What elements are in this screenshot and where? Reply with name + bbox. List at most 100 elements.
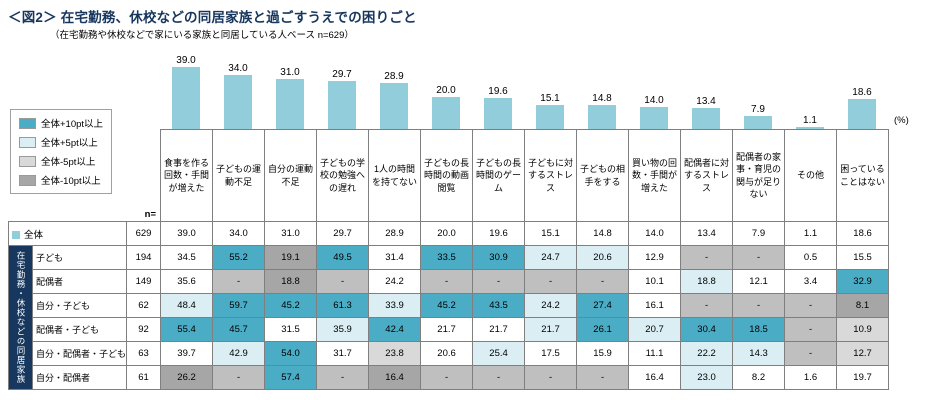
bar <box>380 82 408 129</box>
value-cell: - <box>316 365 370 390</box>
value-cell: 19.1 <box>264 245 318 270</box>
legend: 全体+10pt以上 全体+5pt以上全体-5pt以上 全体-10pt以上 <box>10 109 113 194</box>
bar-slot: 20.0 <box>420 45 472 129</box>
value-cell: 48.4 <box>160 293 214 318</box>
row-n: 62 <box>125 293 162 318</box>
bar <box>172 66 200 129</box>
value-cell: 26.2 <box>160 365 214 390</box>
bar-value-label: 31.0 <box>280 67 300 79</box>
value-cell: 55.2 <box>212 245 266 270</box>
bar <box>848 99 876 129</box>
column-header: その他 <box>784 129 838 222</box>
row-n: 194 <box>125 245 162 270</box>
value-cell: - <box>420 269 474 294</box>
value-cell: 26.1 <box>576 317 630 342</box>
column-header: 困っていることはない <box>836 129 890 222</box>
value-cell: 17.5 <box>524 341 578 366</box>
row-label-text: 全体 <box>24 229 44 241</box>
value-cell: 20.7 <box>628 317 682 342</box>
value-cell: 49.5 <box>316 245 370 270</box>
value-cell: 42.4 <box>368 317 422 342</box>
column-header: 子どもの運動不足 <box>212 129 266 222</box>
value-cell: 15.5 <box>836 245 890 270</box>
bar <box>744 116 772 129</box>
table-body: 全体 629 39.0 34.0 31.0 29.7 28.9 20.0 19.6 15.1 14.… <box>8 221 890 390</box>
legend-label: 全体-10pt以上 <box>41 176 101 187</box>
legend-item: 全体-10pt以上 <box>19 173 103 187</box>
bar-slot: 14.0 <box>628 45 680 129</box>
value-cell: - <box>576 365 630 390</box>
value-cell: 24.2 <box>368 269 422 294</box>
bar-chart: 39.0 34.0 31.0 29.7 28.9 20.0 19.6 15.1 14.8 14.0… <box>160 45 932 129</box>
value-cell: 13.4 <box>680 221 734 246</box>
value-cell: 35.9 <box>316 317 370 342</box>
value-cell: 19.7 <box>836 365 890 390</box>
row-n: 63 <box>125 341 162 366</box>
value-cell: 18.5 <box>732 317 786 342</box>
bar-value-label: 28.9 <box>384 70 404 82</box>
value-cell: 0.5 <box>784 245 838 270</box>
value-cell: 30.9 <box>472 245 526 270</box>
value-cell: 32.9 <box>836 269 890 294</box>
bar <box>276 79 304 129</box>
value-cell: - <box>576 269 630 294</box>
column-header: 配偶者の家事・育児の関与が足りない <box>732 129 786 222</box>
value-cell: 30.4 <box>680 317 734 342</box>
bar <box>224 74 252 129</box>
value-cell: 18.8 <box>264 269 318 294</box>
bar-slot: 29.7 <box>316 45 368 129</box>
legend-label: 全体-5pt以上 <box>41 157 96 168</box>
value-cell: 43.5 <box>472 293 526 318</box>
value-cell: - <box>680 293 734 318</box>
legend-item: 全体+5pt以上 <box>19 135 103 149</box>
bar <box>432 97 460 129</box>
value-cell: 25.4 <box>472 341 526 366</box>
header-row: n= 食事を作る回数・手間が増えた 子どもの運動不足 自分の運動不足 子どもの学校の勉… <box>8 129 890 222</box>
row-label: 配偶者 <box>32 269 127 294</box>
value-cell: 21.7 <box>524 317 578 342</box>
bar-value-label: 29.7 <box>332 69 352 81</box>
value-cell: - <box>316 269 370 294</box>
bar <box>692 107 720 129</box>
column-header: 子どもの長時間のゲーム <box>472 129 526 222</box>
table-row: 自分・配偶者 61 26.2-57.4-16.4- - - -16.4 23.0 8.2 1.6… <box>9 365 890 390</box>
value-cell: 10.1 <box>628 269 682 294</box>
value-cell: 18.6 <box>836 221 890 246</box>
series-marker <box>12 230 20 239</box>
row-n: 92 <box>125 317 162 342</box>
bar-value-label: 13.4 <box>696 95 716 107</box>
legend-item: 全体+10pt以上 <box>19 116 103 130</box>
value-cell: 11.1 <box>628 341 682 366</box>
value-cell: 1.1 <box>784 221 838 246</box>
value-cell: 16.1 <box>628 293 682 318</box>
value-cell: 22.2 <box>680 341 734 366</box>
value-cell: 10.9 <box>836 317 890 342</box>
bar-slot: 18.6 <box>836 45 888 129</box>
table-row: 自分・子ども 62 48.4 59.7 45.2 61.3 33.9 45.2 43.5 24.2… <box>9 293 890 318</box>
value-cell: 31.7 <box>316 341 370 366</box>
value-cell: 39.7 <box>160 341 214 366</box>
value-cell: 20.6 <box>420 341 474 366</box>
bar <box>536 104 564 129</box>
row-n: 629 <box>125 221 162 246</box>
bar <box>640 106 668 129</box>
bar-value-label: 15.1 <box>540 92 560 104</box>
value-cell: - <box>784 341 838 366</box>
value-cell: 21.7 <box>472 317 526 342</box>
value-cell: 8.1 <box>836 293 890 318</box>
value-cell: 1.6 <box>784 365 838 390</box>
column-header: 自分の運動不足 <box>264 129 318 222</box>
value-cell: - <box>784 293 838 318</box>
table-row: 全体 629 39.0 34.0 31.0 29.7 28.9 20.0 19.6 15.1 14.… <box>8 221 890 246</box>
row-label: 子ども <box>32 245 127 270</box>
value-cell: 31.4 <box>368 245 422 270</box>
bar <box>796 127 824 129</box>
row-label: 配偶者・子ども <box>32 317 127 342</box>
table-row: 在宅勤務・休校などの同居家族 子ども 194 34.5 55.2 19.1 49.5 31.4… <box>8 245 890 390</box>
value-cell: - <box>524 269 578 294</box>
value-cell: 33.5 <box>420 245 474 270</box>
bar-value-label: 7.9 <box>751 104 765 116</box>
value-cell: - <box>732 245 786 270</box>
value-cell: 12.9 <box>628 245 682 270</box>
